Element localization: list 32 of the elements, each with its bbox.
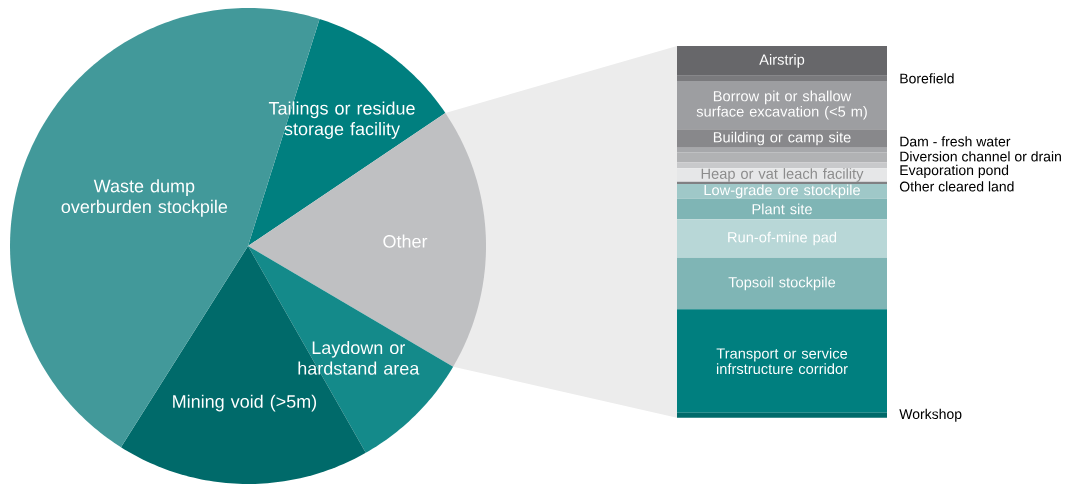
bar <box>677 129 887 148</box>
series-label: Evaporation pond <box>900 164 1009 178</box>
bar <box>677 45 887 76</box>
slice-label: Other <box>383 234 428 248</box>
series-label: Workshop <box>899 408 962 422</box>
bar <box>677 162 887 169</box>
bar <box>677 152 887 163</box>
bar <box>677 412 887 418</box>
bar <box>677 219 887 258</box>
bar <box>677 181 887 184</box>
series-label: Topsoil stockpile <box>728 276 836 291</box>
bar <box>677 198 887 220</box>
series-label: Low-grade ore stockpile <box>704 184 860 199</box>
bar <box>677 80 887 130</box>
bar <box>677 75 887 81</box>
bar <box>677 309 887 413</box>
series-label: Heap or vat leach facility <box>701 168 864 182</box>
slice-label: Tailings or residue storage facility <box>268 101 415 139</box>
series-label: Dam - fresh water <box>900 136 1011 147</box>
series-label: Run-of-mine pad <box>728 231 837 246</box>
series-label: Diversion channel or drain <box>900 151 1061 162</box>
series-label: Borefield <box>900 73 954 84</box>
bar <box>677 257 887 310</box>
series-label: Building or camp site <box>713 131 851 146</box>
slice-label: Mining void (>5m) <box>173 394 317 412</box>
series-label: Other cleared land <box>899 181 1014 192</box>
slice-label: Waste dump overburden stockpile <box>61 179 228 217</box>
series-label: Plant site <box>752 203 812 215</box>
series-label: Borrow pit or shallow surface excavation (<5 m) <box>696 90 867 120</box>
series-label: Transport or service infrstructure corridor <box>716 347 848 375</box>
series-label: Airstrip <box>759 54 805 68</box>
slice-label: Laydown or hardstand area <box>298 340 420 375</box>
